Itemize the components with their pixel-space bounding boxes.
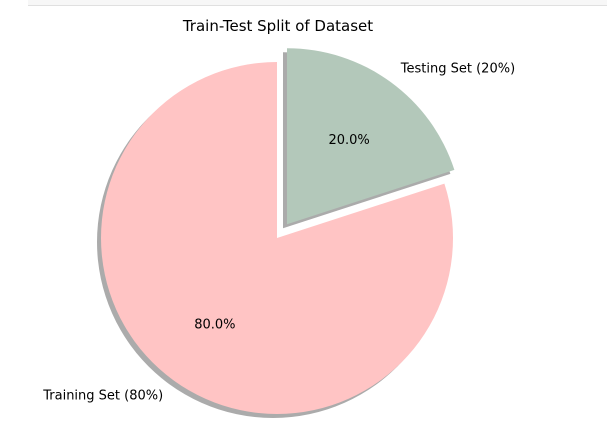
- pie-percent-label-testing-set-20: 20.0%: [328, 133, 369, 148]
- canvas-top-border: [28, 0, 607, 6]
- pie-category-label-testing-set-20: Testing Set (20%): [400, 62, 515, 77]
- pie-slice-training-set-80: [101, 62, 454, 414]
- label-layer: 80.0% Training Set (80%) 20.0% Testing Set …: [42, 62, 515, 404]
- pie-percent-label-training-set-80: 80.0%: [194, 317, 235, 332]
- pie-slice-testing-set-20: [286, 48, 455, 225]
- chart-title: Train-Test Split of Dataset: [182, 17, 373, 35]
- slice-layer: [101, 48, 455, 414]
- pie-category-label-training-set-80: Training Set (80%): [42, 389, 163, 404]
